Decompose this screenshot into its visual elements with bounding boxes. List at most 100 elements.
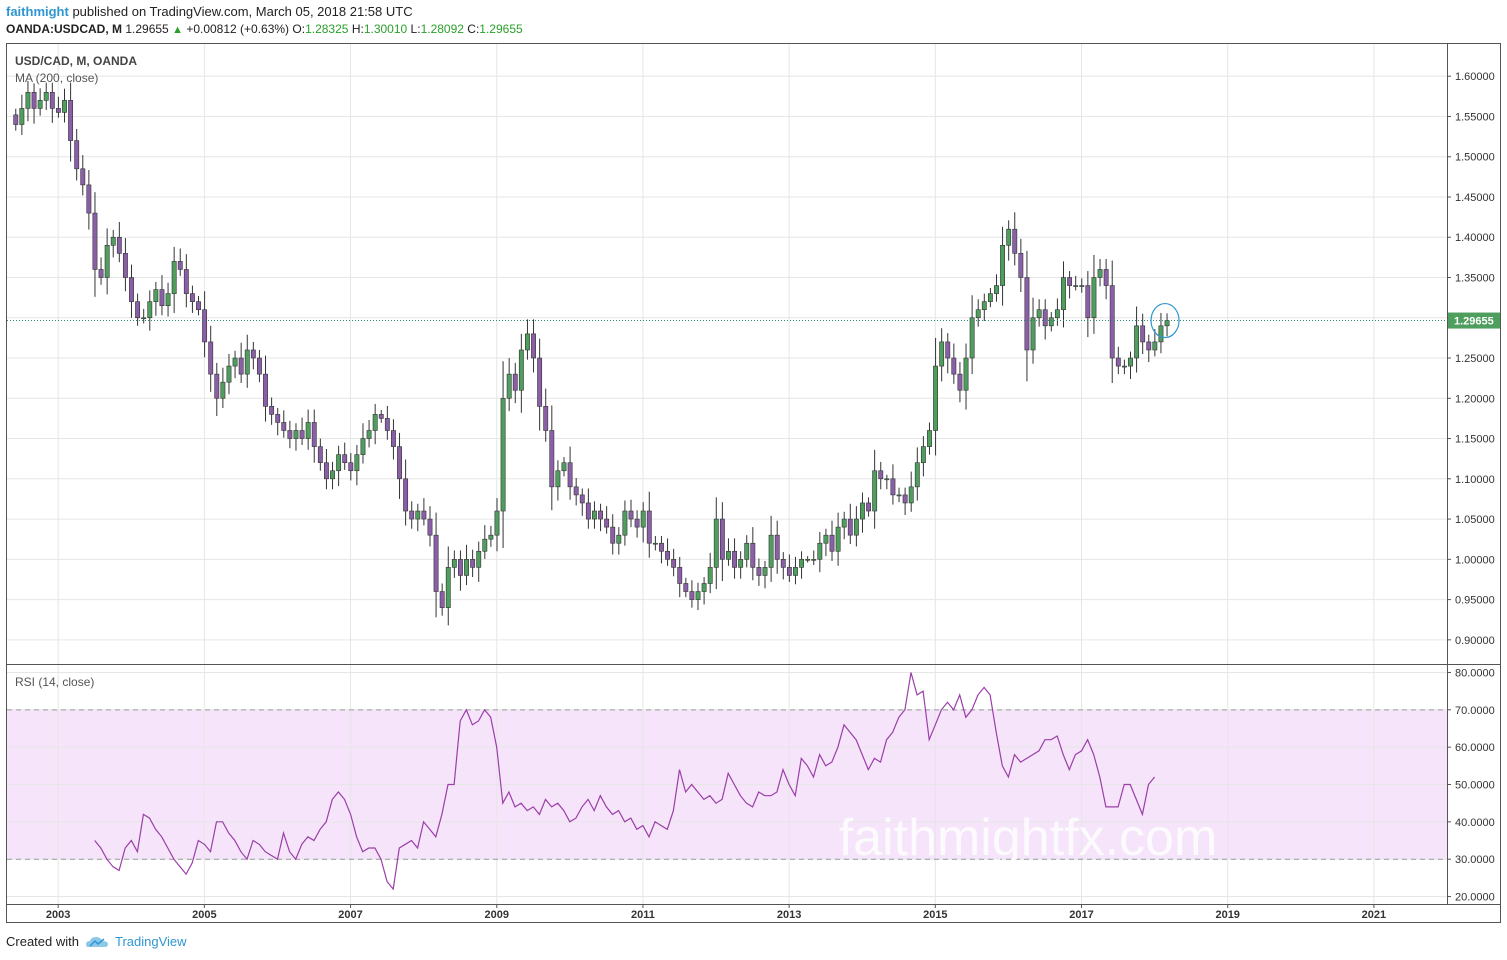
usdcad-monthly-chart[interactable]: 0.90000 0.95000 1.00000 1.05000 1.10000 1.150… [0, 0, 1507, 930]
rsi-tick-label: 80.0000 [1455, 667, 1495, 679]
rsi-axis: 20.0000 30.0000 40.0000 50.0000 60.0000 70.00… [1447, 667, 1495, 904]
tradingview-link[interactable]: TradingView [114, 934, 187, 949]
candle-up [744, 542, 750, 560]
candle-up [768, 534, 774, 568]
candle-down [677, 567, 683, 584]
candle-up [622, 510, 628, 536]
candle-down [433, 534, 439, 592]
candle-down [750, 542, 756, 568]
candle-up [25, 92, 31, 109]
tradingview-cloud-icon [85, 936, 108, 947]
candle-up [908, 486, 914, 504]
candle-up [1061, 277, 1066, 311]
candle-up [1073, 285, 1079, 287]
rsi-line-group [94, 672, 1156, 891]
current-price-label: 1.29655 [1454, 316, 1494, 328]
candle-down [1085, 285, 1091, 319]
candle-up [793, 567, 798, 576]
candle-up [762, 567, 768, 576]
candle-up [933, 365, 939, 431]
candle-down [177, 261, 183, 270]
current-price-tag [1448, 312, 1500, 329]
candle-up [841, 518, 847, 528]
grid [7, 44, 1447, 904]
time-tick-label: 2009 [485, 909, 509, 921]
candle-up [147, 301, 153, 319]
candle-up [927, 430, 932, 447]
up-arrow-icon: ▲ [172, 24, 183, 36]
candle-up [500, 397, 506, 512]
price-tick-label: 1.05000 [1455, 514, 1495, 526]
main-pane-title: USD/CAD, M, OANDA [15, 54, 137, 68]
candle-down [531, 333, 536, 359]
candle-down [628, 510, 634, 520]
price-tick-label: 1.35000 [1455, 273, 1495, 285]
candle-up [860, 502, 865, 520]
candle-down [275, 414, 281, 423]
candle-up [640, 510, 646, 528]
candle-up [518, 349, 524, 391]
price-tick-label: 1.10000 [1455, 474, 1495, 486]
candles [13, 81, 1170, 626]
candle-down [756, 567, 762, 576]
candle-down [299, 430, 305, 439]
price-tick-label: 1.20000 [1455, 393, 1495, 405]
candle-down [86, 184, 92, 214]
candle-down [1146, 341, 1152, 351]
candle-down [421, 510, 427, 520]
candle-up [914, 462, 920, 488]
time-tick-label: 2013 [777, 909, 801, 921]
candle-up [1036, 309, 1042, 319]
candle-down [159, 289, 165, 306]
candle-down [610, 526, 616, 544]
candle-up [171, 261, 177, 294]
publish-info: faithmight published on TradingView.com,… [6, 4, 413, 19]
candle-up [37, 100, 43, 109]
candle-up [707, 567, 713, 584]
candle-up [1164, 320, 1170, 327]
candle-up [1128, 357, 1133, 367]
candle-down [890, 478, 896, 496]
candle-down [847, 518, 853, 536]
candle-up [817, 542, 823, 560]
candle-down [671, 559, 677, 568]
price-tick-label: 1.15000 [1455, 434, 1495, 446]
rsi-tick-label: 70.0000 [1455, 705, 1495, 717]
candle-down [202, 309, 208, 343]
candle-up [1006, 228, 1012, 246]
candle-down [957, 373, 963, 391]
price-tick-label: 1.60000 [1455, 71, 1495, 83]
candle-up [153, 289, 159, 302]
current-price-marker: 1.29655 [7, 302, 1500, 339]
candle-up [975, 309, 981, 319]
candle-down [567, 462, 573, 488]
candle-up [445, 567, 451, 608]
candle-down [780, 559, 786, 568]
candle-down [397, 446, 402, 480]
candle-down [1024, 277, 1030, 351]
candle-up [366, 430, 372, 439]
candle-down [391, 430, 396, 447]
rsi-pane-title: RSI (14, close) [15, 675, 94, 689]
candle-down [31, 92, 37, 109]
candle-down [74, 140, 80, 170]
candle-up [415, 510, 421, 520]
rsi-tick-label: 30.0000 [1455, 854, 1495, 866]
author-link[interactable]: faithmight [6, 4, 69, 19]
candle-down [342, 454, 348, 464]
candle-down [1109, 285, 1115, 359]
candle-up [853, 518, 859, 536]
candle-up [62, 100, 67, 113]
ohlc-header: OANDA:USDCAD, M 1.29655 ▲ +0.00812 (+0.6… [6, 22, 523, 36]
price-tick-label: 0.90000 [1455, 635, 1495, 647]
candle-down [683, 583, 689, 592]
candle-down [1067, 277, 1073, 286]
candle-up [823, 534, 829, 544]
candle-up [336, 454, 342, 472]
candle-down [470, 559, 476, 568]
candle-down [1140, 325, 1146, 343]
candle-up [1121, 365, 1127, 368]
price-tick-label: 1.40000 [1455, 232, 1495, 244]
candle-up [695, 591, 701, 600]
candle-down [183, 269, 189, 294]
